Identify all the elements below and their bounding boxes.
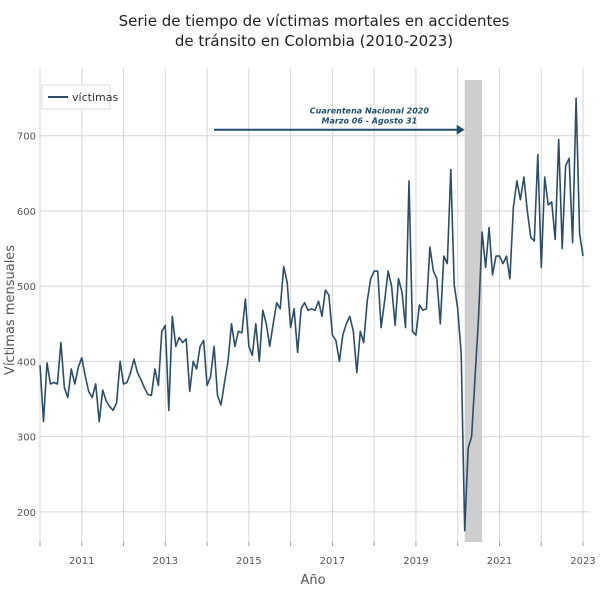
chart-title-line-2: de tránsito en Colombia (2010-2023) [175,32,453,50]
x-tick-label: 2019 [403,556,428,567]
x-tick-label: 2011 [69,556,94,567]
y-tick-label: 600 [17,207,36,218]
gridlines [39,68,590,546]
y-tick-label: 300 [17,433,36,444]
y-tick-label: 200 [17,508,36,519]
annotation-text-line-1: Cuarentena Nacional 2020 [310,107,430,116]
x-tick-label: 2013 [153,556,178,567]
quarantine-band [464,80,483,542]
x-tick-label: 2017 [320,556,345,567]
x-tick-label: 2023 [570,556,595,567]
y-tick-label: 400 [17,357,36,368]
quarantine-band-layer [464,80,483,542]
x-tick-label: 2015 [236,556,261,567]
annotation-text-line-2: Marzo 06 - Agosto 31 [322,117,418,126]
y-axis-label: Víctimas mensuales [3,245,18,375]
tick-labels: 200 300 400 500 600 700 2011 2013 2015 2017 2019 20… [17,132,596,567]
y-tick-label: 500 [17,282,36,293]
legend-entry-victimas: víctimas [72,91,118,104]
chart-title-line-1: Serie de tiempo de víctimas mortales en … [119,12,510,30]
y-tick-label: 700 [17,132,36,143]
x-tick-label: 2021 [487,556,512,567]
annotation-arrow-head [456,124,465,135]
series-layer [39,97,584,532]
x-axis-label: Año [300,573,325,588]
legend: víctimas [41,84,118,110]
series-line-victimas [39,97,584,532]
